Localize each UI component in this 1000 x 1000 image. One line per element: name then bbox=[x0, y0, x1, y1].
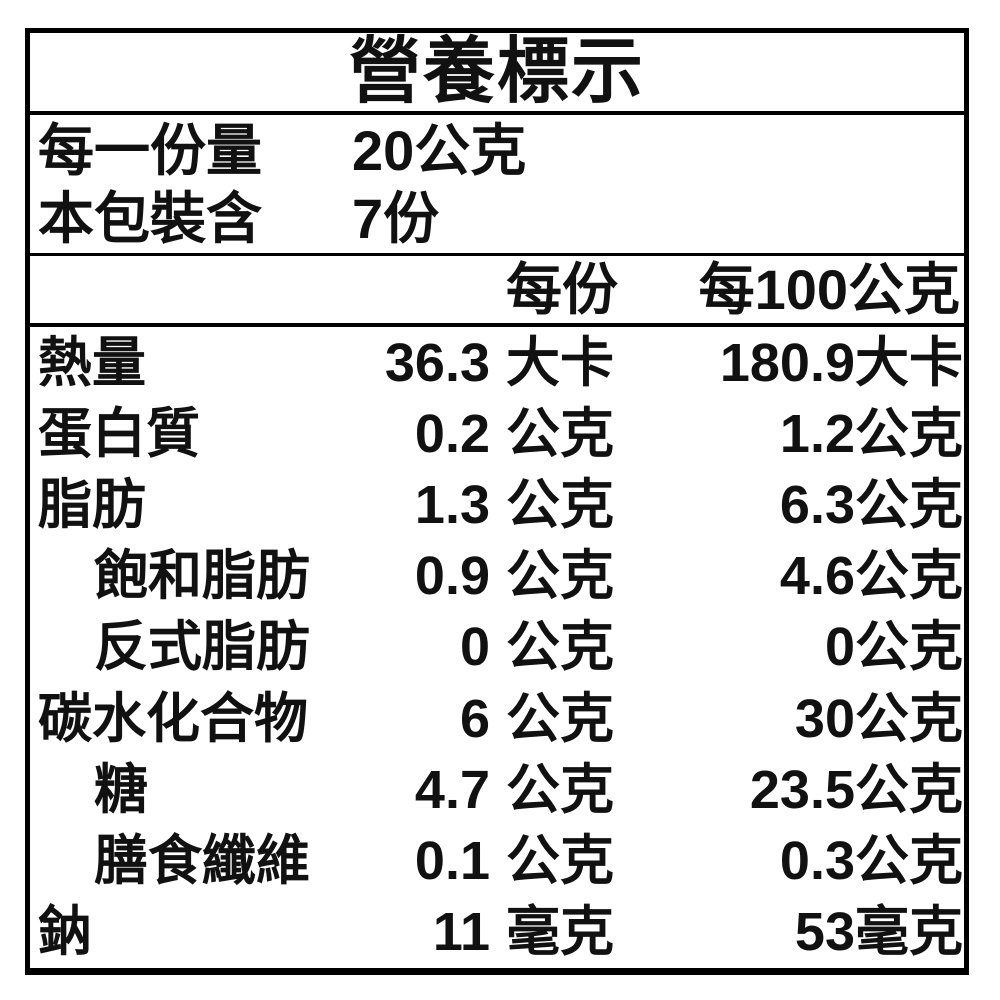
per-100g-unit: 公克 bbox=[855, 475, 963, 536]
per-serving-unit: 公克 bbox=[506, 403, 614, 464]
per-100g-unit: 大卡 bbox=[855, 332, 963, 393]
serving-size-line: 每一份量 20公克 bbox=[38, 117, 956, 185]
servings-per-package-value: 7份 bbox=[352, 187, 440, 250]
per-100g-value: 53 bbox=[794, 902, 855, 963]
nutrient-name: 飽和脂肪 bbox=[94, 546, 310, 607]
nutrient-row-1: 蛋白質 0.2 公克 1.2 公克 bbox=[38, 399, 963, 469]
serving-size-value: 20公克 bbox=[352, 119, 527, 182]
per-100g-value: 1.2 bbox=[779, 403, 855, 464]
nutrient-name: 鈉 bbox=[38, 902, 92, 963]
nutrient-name: 脂肪 bbox=[38, 475, 146, 536]
nutrient-row-0: 熱量 36.3 大卡 180.9 大卡 bbox=[38, 328, 963, 398]
nutrient-row-6: 糖 4.7 公克 23.5 公克 bbox=[38, 755, 963, 825]
per-100g-value: 0 bbox=[824, 617, 855, 678]
nutrition-label: 營養標示 每一份量 20公克 本包裝含 7份 每份 每100公克 熱量 36.3 大… bbox=[25, 28, 969, 975]
per-serving-unit: 公克 bbox=[506, 688, 614, 749]
per-serving-value: 36.3 bbox=[384, 332, 490, 393]
per-serving-unit: 毫克 bbox=[506, 902, 614, 963]
per-serving-value: 0.9 bbox=[414, 546, 490, 607]
nutrient-name: 糖 bbox=[94, 759, 148, 820]
nutrient-row-4: 反式脂肪 0 公克 0 公克 bbox=[38, 612, 963, 682]
servings-per-package-label: 本包裝含 bbox=[38, 187, 262, 250]
per-serving-unit: 公克 bbox=[506, 475, 614, 536]
servings-per-package-line: 本包裝含 7份 bbox=[38, 185, 956, 253]
serving-size-label: 每一份量 bbox=[38, 119, 262, 182]
per-100g-unit: 公克 bbox=[855, 688, 963, 749]
per-100g-value: 23.5 bbox=[749, 759, 855, 820]
per-serving-unit: 公克 bbox=[506, 617, 614, 678]
nutrient-table: 熱量 36.3 大卡 180.9 大卡 蛋白質 0.2 公克 1.2 公克 脂肪 1.3 公克 6.3 公克… bbox=[30, 327, 964, 968]
per-100g-value: 30 bbox=[794, 688, 855, 749]
per-serving-unit: 大卡 bbox=[506, 332, 614, 393]
per-serving-value: 0.1 bbox=[414, 831, 490, 892]
per-serving-unit: 公克 bbox=[506, 546, 614, 607]
per-serving-unit: 公克 bbox=[506, 831, 614, 892]
per-100g-value: 180.9 bbox=[719, 332, 855, 393]
per-serving-value: 0 bbox=[459, 617, 490, 678]
per-100g-unit: 公克 bbox=[855, 546, 963, 607]
per-serving-value: 4.7 bbox=[414, 759, 490, 820]
per-100g-column-header: 每100公克 bbox=[698, 257, 960, 321]
nutrient-name: 碳水化合物 bbox=[38, 688, 308, 749]
per-serving-value: 11 bbox=[432, 902, 490, 963]
per-serving-value: 6 bbox=[459, 688, 490, 749]
nutrient-name: 反式脂肪 bbox=[94, 617, 310, 678]
per-100g-value: 0.3 bbox=[779, 831, 855, 892]
nutrient-name: 蛋白質 bbox=[38, 403, 200, 464]
label-title: 營養標示 bbox=[30, 33, 964, 115]
nutrient-row-5: 碳水化合物 6 公克 30 公克 bbox=[38, 684, 963, 754]
nutrient-name: 膳食纖維 bbox=[94, 831, 310, 892]
per-100g-unit: 公克 bbox=[855, 831, 963, 892]
nutrient-row-2: 脂肪 1.3 公克 6.3 公克 bbox=[38, 470, 963, 540]
per-100g-unit: 公克 bbox=[855, 759, 963, 820]
nutrient-name: 熱量 bbox=[38, 332, 146, 393]
serving-info-section: 每一份量 20公克 本包裝含 7份 bbox=[30, 115, 964, 256]
per-100g-value: 4.6 bbox=[779, 546, 855, 607]
per-serving-unit: 公克 bbox=[506, 759, 614, 820]
per-100g-unit: 公克 bbox=[855, 617, 963, 678]
per-100g-value: 6.3 bbox=[779, 475, 855, 536]
nutrient-row-3: 飽和脂肪 0.9 公克 4.6 公克 bbox=[38, 541, 963, 611]
nutrient-row-7: 膳食纖維 0.1 公克 0.3 公克 bbox=[38, 826, 963, 896]
column-header-row: 每份 每100公克 bbox=[30, 256, 964, 327]
per-100g-unit: 毫克 bbox=[855, 902, 963, 963]
per-serving-column-header: 每份 bbox=[506, 257, 618, 321]
nutrient-row-8: 鈉 11 毫克 53 毫克 bbox=[38, 897, 963, 967]
per-serving-value: 1.3 bbox=[414, 475, 490, 536]
per-serving-value: 0.2 bbox=[414, 403, 490, 464]
per-100g-unit: 公克 bbox=[855, 403, 963, 464]
